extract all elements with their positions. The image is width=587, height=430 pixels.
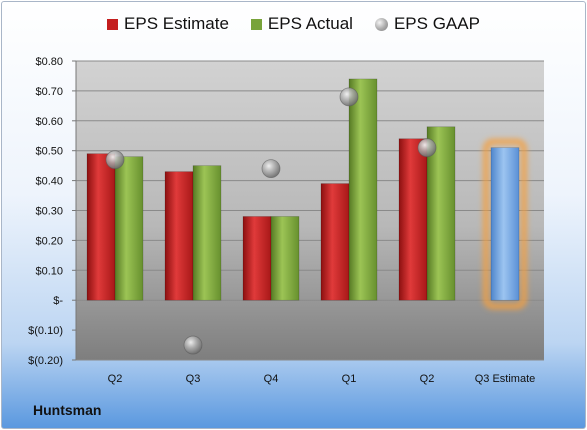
gridlines	[72, 60, 544, 361]
bar-eps-actual	[348, 78, 378, 301]
x-axis: Q2 Q3 Q4 Q1 Q2 Q3 Estimate	[108, 373, 536, 385]
point-eps-gaap	[417, 138, 437, 158]
bar-eps-estimate	[398, 138, 428, 301]
bar-eps-actual	[114, 156, 144, 301]
y-tick-label: $0.70	[35, 86, 63, 98]
x-tick-label: Q3	[186, 373, 201, 385]
legend-label-eps-estimate: EPS Estimate	[124, 14, 229, 33]
legend-label-eps-actual: EPS Actual	[267, 14, 353, 33]
legend-swatch-eps-estimate	[107, 18, 119, 30]
y-tick-label: $0.40	[35, 176, 63, 188]
legend-swatch-eps-actual	[250, 18, 262, 30]
y-tick-label: $(0.10)	[28, 325, 63, 337]
company-name: Huntsman	[33, 402, 102, 418]
point-eps-gaap	[105, 150, 125, 170]
bar-eps-estimate	[320, 183, 350, 301]
chart-legend: EPS Estimate EPS Actual EPS GAAP	[0, 14, 587, 34]
legend-swatch-eps-gaap	[374, 17, 388, 31]
y-tick-label: $0.80	[35, 56, 63, 68]
y-tick-label: $0.30	[35, 206, 63, 218]
y-tick-label: $(0.20)	[28, 355, 63, 367]
y-tick-label: $0.10	[35, 265, 63, 277]
point-eps-gaap	[339, 87, 359, 107]
bar-eps-actual	[192, 165, 222, 301]
x-tick-label: Q1	[342, 373, 357, 385]
x-tick-label: Q3 Estimate	[475, 373, 536, 385]
point-eps-gaap	[261, 159, 281, 179]
x-tick-label: Q2	[108, 373, 123, 385]
bar-eps-actual	[270, 216, 300, 301]
bar-eps-estimate	[86, 153, 116, 301]
legend-item-eps-actual: EPS Actual	[250, 14, 353, 34]
chart-marks	[86, 78, 527, 355]
legend-item-eps-estimate: EPS Estimate	[107, 14, 229, 34]
y-tick-label: $0.20	[35, 235, 63, 247]
bar-eps-estimate	[242, 216, 272, 301]
bar-eps-estimate	[164, 171, 194, 301]
point-eps-gaap	[183, 335, 203, 355]
y-tick-label: $-	[53, 295, 63, 307]
y-tick-label: $0.60	[35, 116, 63, 128]
x-tick-label: Q2	[420, 373, 435, 385]
bar-q3-estimate	[490, 147, 520, 301]
y-axis: $0.80 $0.70 $0.60 $0.50 $0.40 $0.30 $0.20 $0.10…	[28, 56, 63, 367]
estimate-bar-highlight	[483, 138, 527, 310]
legend-label-eps-gaap: EPS GAAP	[393, 14, 480, 33]
y-tick-label: $0.50	[35, 146, 63, 158]
x-tick-label: Q4	[264, 373, 279, 385]
legend-item-eps-gaap: EPS GAAP	[374, 14, 480, 34]
